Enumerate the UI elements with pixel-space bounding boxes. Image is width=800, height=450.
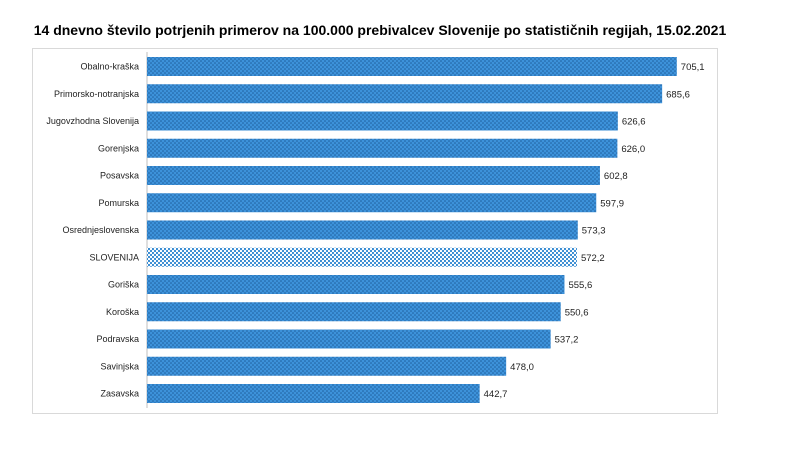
category-label: Zasavska (100, 389, 139, 399)
value-label: 626,0 (621, 144, 645, 155)
value-label: 478,0 (510, 362, 534, 373)
bar (147, 356, 507, 376)
bar (147, 329, 551, 349)
category-label: Osrednjeslovenska (62, 225, 139, 235)
bar (147, 84, 663, 104)
bar (147, 220, 578, 240)
category-label: Koroška (106, 307, 139, 317)
category-label: SLOVENIJA (89, 252, 139, 262)
bar (147, 302, 561, 322)
value-label: 572,2 (581, 253, 605, 264)
chart-title: 14 dnevno število potrjenih primerov na … (33, 22, 727, 38)
bar (147, 166, 600, 185)
value-label: 705,1 (681, 62, 705, 73)
category-label: Gorenjska (98, 143, 139, 153)
category-label: Podravska (96, 334, 139, 344)
category-label: Goriška (108, 280, 139, 290)
bar (147, 275, 565, 294)
value-label: 685,6 (666, 89, 690, 100)
category-label: Obalno-kraška (80, 62, 139, 72)
value-label: 602,8 (604, 171, 628, 182)
value-label: 626,6 (622, 117, 646, 128)
category-label: Jugovzhodna Slovenija (46, 116, 139, 126)
value-label: 442,7 (484, 389, 508, 400)
category-label: Primorsko-notranjska (54, 89, 139, 99)
bar (147, 57, 677, 76)
bar (147, 111, 618, 131)
category-label: Pomurska (98, 198, 139, 208)
bar-highlight (147, 247, 577, 267)
category-label: Posavska (100, 171, 139, 181)
bar (147, 138, 618, 158)
bar (147, 384, 480, 403)
value-label: 597,9 (600, 198, 624, 209)
value-label: 550,6 (565, 307, 589, 318)
value-label: 537,2 (555, 335, 579, 346)
bar (147, 193, 597, 213)
value-label: 573,3 (582, 226, 606, 237)
value-label: 555,6 (568, 280, 592, 291)
category-label: Savinjska (100, 361, 139, 371)
